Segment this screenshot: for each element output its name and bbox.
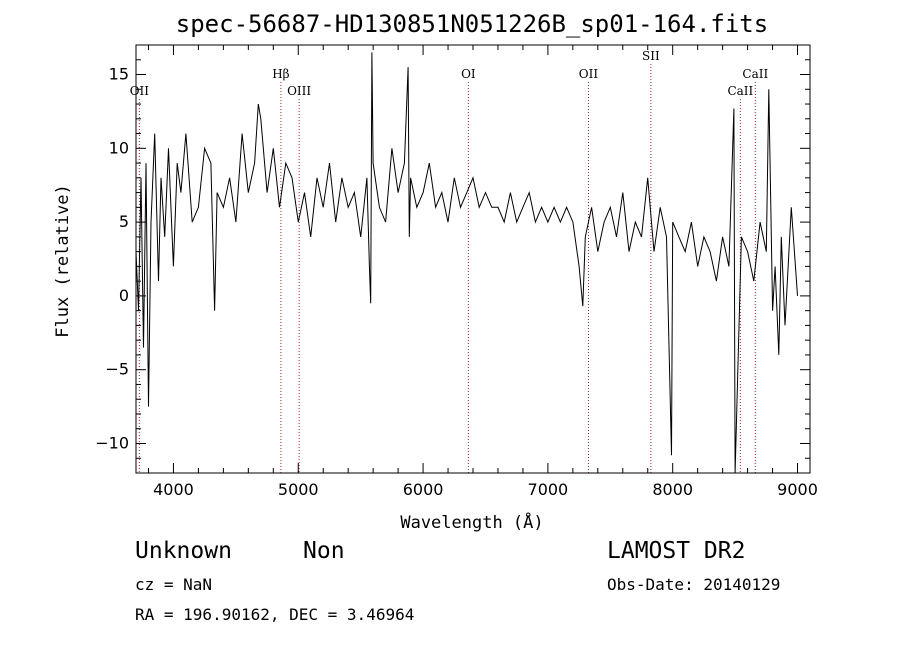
line-marker-label: OII xyxy=(130,84,150,98)
survey-name: LAMOST DR2 xyxy=(607,538,746,564)
y-axis-ticks: −10 −5 0 5 10 15 xyxy=(95,44,810,474)
y-axis-label: Flux (relative) xyxy=(53,184,73,338)
object-name: Unknown xyxy=(135,538,232,564)
line-marker-label: OIII xyxy=(287,84,311,98)
ra-dec: RA = 196.90162, DEC = 3.46964 xyxy=(135,605,415,624)
x-tick-label: 5000 xyxy=(278,480,319,499)
line-marker-label: Hβ xyxy=(272,67,289,81)
line-marker-label: CaII xyxy=(742,67,768,81)
obs-date: Obs-Date: 20140129 xyxy=(607,575,781,594)
redshift-value: cz = NaN xyxy=(135,575,213,594)
y-tick-label: −10 xyxy=(95,433,129,452)
y-tick-label: 5 xyxy=(119,212,129,231)
line-marker-label: SII xyxy=(642,49,660,63)
spectrum-series xyxy=(135,52,798,474)
x-tick-label: 8000 xyxy=(652,480,693,499)
x-tick-label: 7000 xyxy=(528,480,569,499)
line-marker-label: OI xyxy=(461,67,476,81)
y-tick-label: 10 xyxy=(109,138,129,157)
x-tick-label: 6000 xyxy=(403,480,444,499)
y-tick-label: 0 xyxy=(119,286,129,305)
x-axis-ticks: 4000 5000 6000 7000 8000 9000 xyxy=(147,45,818,499)
chart-title: spec-56687-HD130851N051226B_sp01-164.fit… xyxy=(176,10,768,38)
y-tick-label: 15 xyxy=(109,65,129,84)
x-tick-label: 4000 xyxy=(153,480,194,499)
spectrum-line-0 xyxy=(135,52,798,474)
x-axis-label: Wavelength (Å) xyxy=(400,511,543,533)
line-marker-label: CaII xyxy=(727,84,753,98)
object-class: Non xyxy=(303,538,345,564)
plot-frame xyxy=(135,44,811,474)
line-marker-label: OII xyxy=(579,67,599,81)
y-tick-label: −5 xyxy=(105,360,129,379)
x-tick-label: 9000 xyxy=(777,480,818,499)
